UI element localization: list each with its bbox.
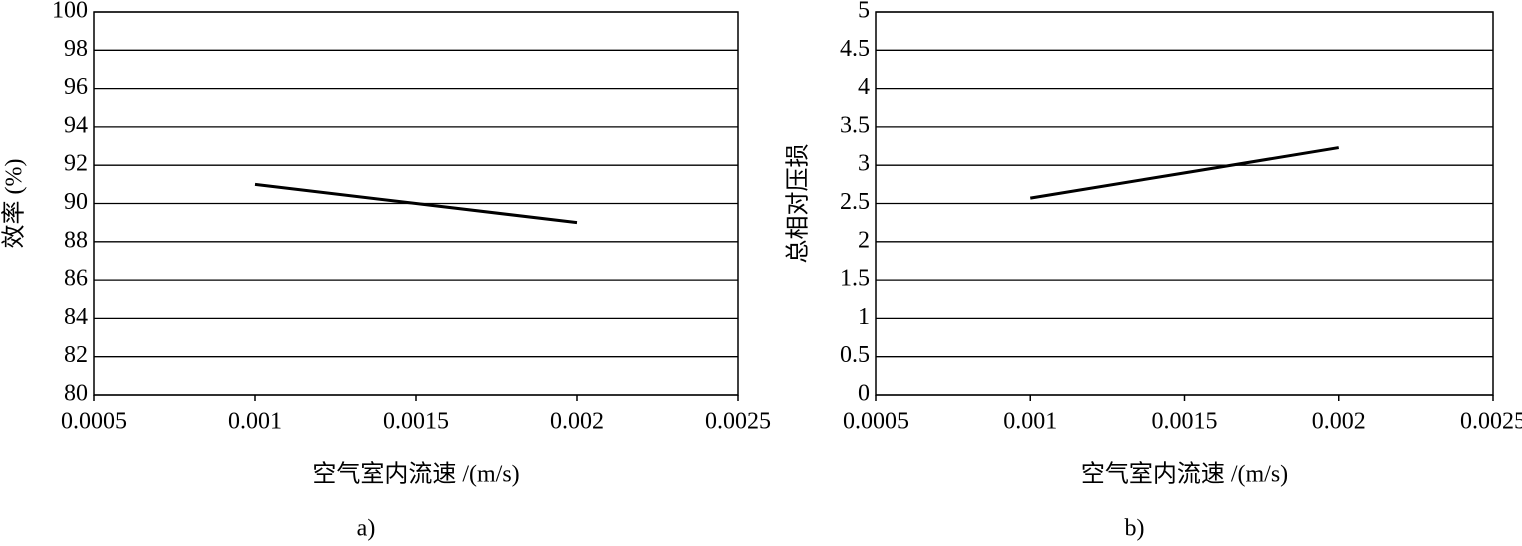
x-axis-title: 空气室内流速 /(m/s) — [1081, 461, 1288, 488]
y-tick-label: 2.5 — [840, 189, 870, 215]
y-axis-title: 总相对压损 — [785, 144, 812, 264]
y-tick-label: 3 — [858, 151, 870, 177]
x-tick-label: 0.0025 — [1460, 409, 1522, 435]
y-tick-label: 98 — [64, 36, 88, 62]
x-tick-label: 0.0005 — [61, 409, 127, 435]
y-tick-label: 4 — [858, 74, 870, 100]
y-tick-label: 88 — [64, 227, 88, 253]
x-axis-title: 空气室内流速 /(m/s) — [312, 461, 519, 488]
y-tick-label: 1 — [858, 304, 870, 330]
x-tick-label: 0.0015 — [1152, 409, 1218, 435]
y-tick-label: 90 — [64, 189, 88, 215]
y-tick-label: 86 — [64, 266, 88, 292]
y-tick-label: 92 — [64, 151, 88, 177]
x-tick-label: 0.0015 — [383, 409, 449, 435]
y-tick-label: 0 — [858, 381, 870, 407]
x-tick-label: 0.001 — [228, 409, 282, 435]
x-tick-label: 0.0025 — [705, 409, 771, 435]
y-tick-label: 3.5 — [840, 112, 870, 138]
y-tick-label: 2 — [858, 227, 870, 253]
y-tick-label: 4.5 — [840, 36, 870, 62]
y-tick-label: 96 — [64, 74, 88, 100]
y-tick-label: 94 — [64, 112, 88, 138]
y-axis-title: 效率 (%) — [1, 159, 28, 249]
y-tick-label: 100 — [52, 0, 88, 24]
y-tick-label: 5 — [858, 0, 870, 24]
y-tick-label: 0.5 — [840, 342, 870, 368]
x-tick-label: 0.001 — [1003, 409, 1057, 435]
x-tick-label: 0.002 — [1312, 409, 1366, 435]
y-tick-label: 80 — [64, 381, 88, 407]
data-line — [254, 182, 578, 225]
y-tick-label: 84 — [64, 304, 88, 330]
data-line — [1030, 146, 1339, 200]
y-tick-label: 1.5 — [840, 266, 870, 292]
x-tick-label: 0.002 — [550, 409, 604, 435]
x-tick-label: 0.0005 — [843, 409, 909, 435]
y-tick-label: 82 — [64, 342, 88, 368]
caption: b) — [1125, 516, 1145, 542]
caption: a) — [357, 516, 376, 542]
